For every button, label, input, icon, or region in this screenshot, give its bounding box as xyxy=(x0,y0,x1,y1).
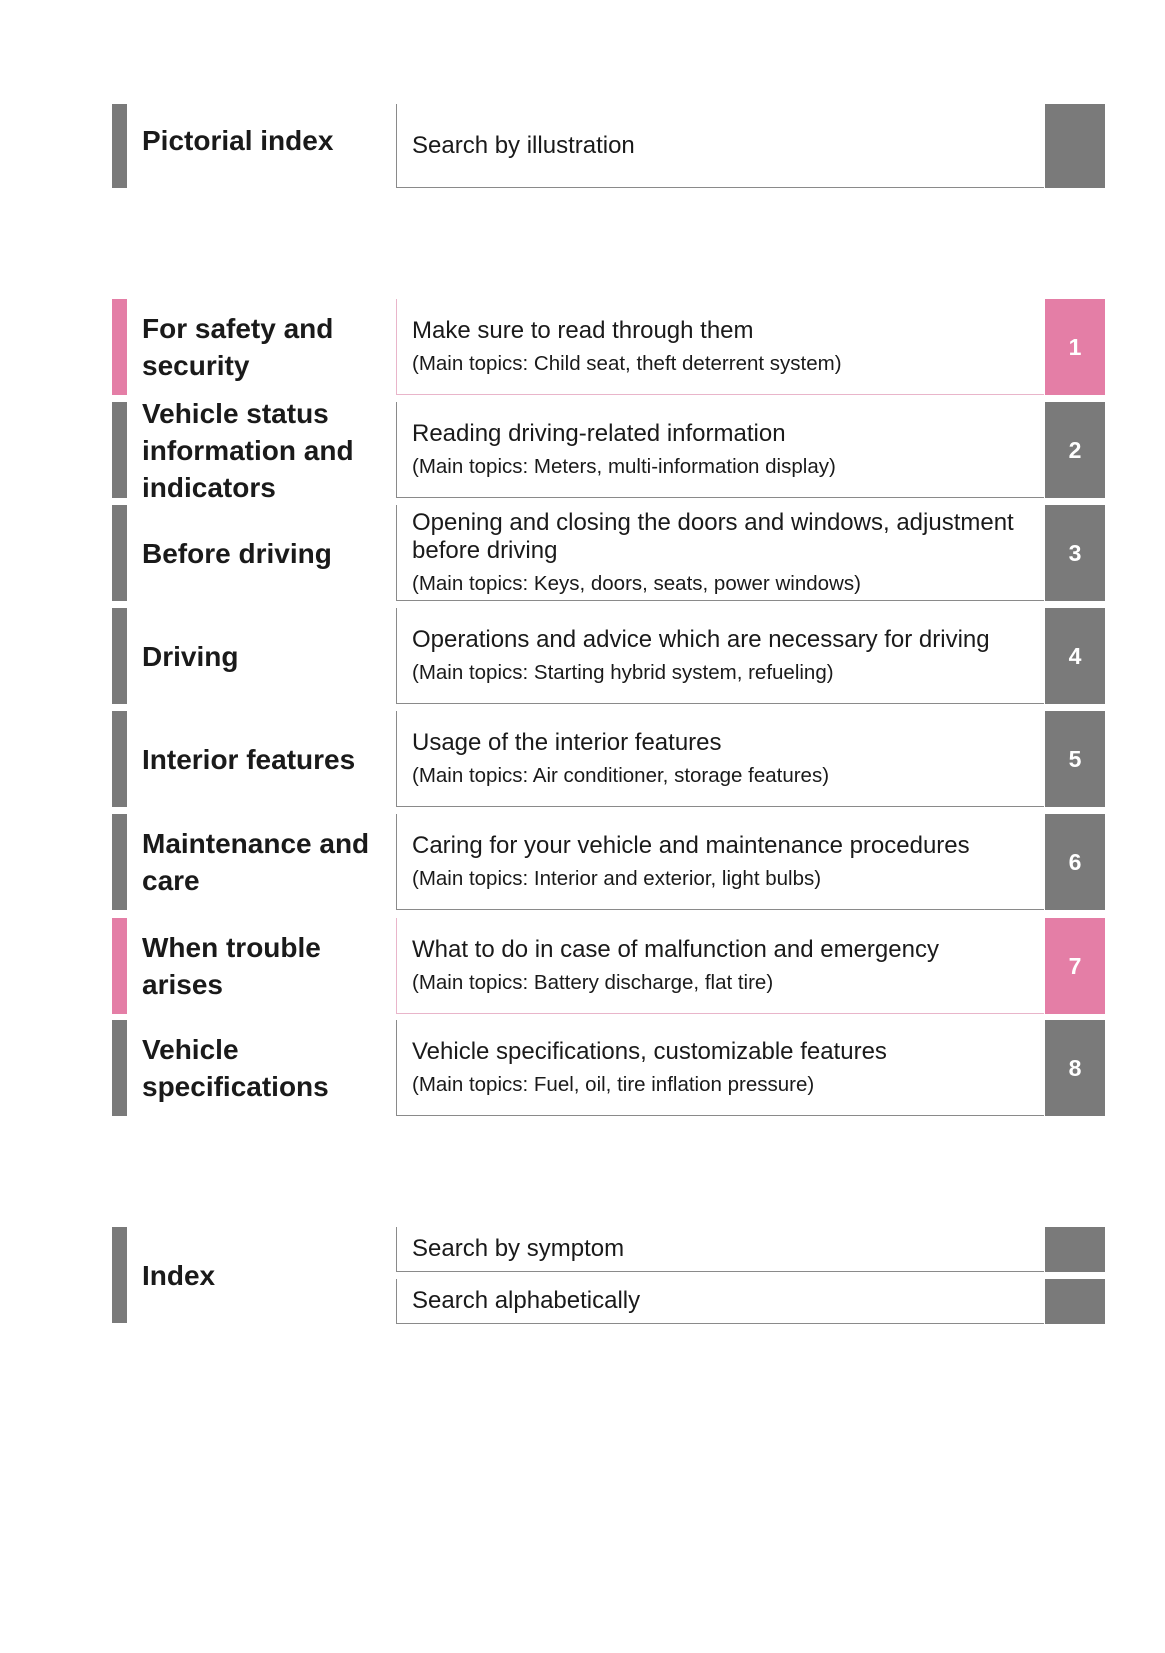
chapter-row-1[interactable]: For safety and security Make sure to rea… xyxy=(112,299,1105,395)
chapter-row-8[interactable]: Vehicle specifications Vehicle specifica… xyxy=(112,1020,1105,1116)
chapter-tab[interactable]: 6 xyxy=(1045,814,1105,910)
chapter-tab[interactable]: 5 xyxy=(1045,711,1105,807)
chapter-title: Maintenance and care xyxy=(142,828,370,896)
section-color-bar xyxy=(112,1020,127,1116)
chapter-topics: (Main topics: Meters, multi-information … xyxy=(412,454,836,478)
chapter-description-box: What to do in case of malfunction and em… xyxy=(396,918,1044,1014)
chapter-topics: (Main topics: Child seat, theft deterren… xyxy=(412,351,842,375)
section-title: Pictorial index xyxy=(142,125,334,156)
chapter-row-4[interactable]: Driving Operations and advice which are … xyxy=(112,608,1105,704)
section-color-bar xyxy=(112,505,127,601)
chapter-description: Caring for your vehicle and maintenance … xyxy=(412,831,970,859)
chapter-description-box: Opening and closing the doors and window… xyxy=(396,505,1044,601)
section-color-bar xyxy=(112,918,127,1014)
chapter-topics: (Main topics: Air conditioner, storage f… xyxy=(412,763,830,787)
chapter-tab[interactable]: 7 xyxy=(1045,918,1105,1014)
chapter-row-2[interactable]: Vehicle status information and indicator… xyxy=(112,397,1105,503)
chapter-row-6[interactable]: Maintenance and care Caring for your veh… xyxy=(112,814,1105,910)
chapter-title: When trouble arises xyxy=(142,932,321,1000)
section-description: Search by illustration xyxy=(412,131,635,159)
section-description-box: Search by illustration xyxy=(396,104,1044,188)
chapter-topics: (Main topics: Fuel, oil, tire inflation … xyxy=(412,1072,815,1096)
chapter-title: Before driving xyxy=(142,537,332,569)
index-tab-symptom[interactable] xyxy=(1045,1227,1105,1272)
chapter-description-box: Make sure to read through them (Main top… xyxy=(396,299,1044,395)
chapter-description: Opening and closing the doors and window… xyxy=(412,508,1014,564)
chapter-row-3[interactable]: Before driving Opening and closing the d… xyxy=(112,505,1105,601)
chapter-tab[interactable]: 8 xyxy=(1045,1020,1105,1116)
index-item-symptom[interactable]: Search by symptom xyxy=(396,1227,1044,1272)
chapter-title: Interior features xyxy=(142,743,356,775)
chapter-tab[interactable]: 2 xyxy=(1045,402,1105,498)
chapter-description-box: Operations and advice which are necessar… xyxy=(396,608,1044,704)
pictorial-index-row[interactable]: Pictorial index Search by illustration xyxy=(112,104,1105,188)
chapter-topics: (Main topics: Keys, doors, seats, power … xyxy=(412,571,861,595)
chapter-tab[interactable]: 1 xyxy=(1045,299,1105,395)
chapter-title: Vehicle specifications xyxy=(142,1034,329,1102)
section-color-bar xyxy=(112,814,127,910)
index-tab-alphabetical[interactable] xyxy=(1045,1279,1105,1324)
section-title: Index xyxy=(142,1259,216,1291)
chapter-description: Make sure to read through them xyxy=(412,316,754,344)
chapter-row-7[interactable]: When trouble arises What to do in case o… xyxy=(112,918,1105,1014)
chapter-row-5[interactable]: Interior features Usage of the interior … xyxy=(112,711,1105,807)
chapter-title: Driving xyxy=(142,640,239,672)
chapter-description: Reading driving-related information xyxy=(412,419,786,447)
section-color-bar xyxy=(112,402,127,498)
section-color-bar xyxy=(112,1227,127,1323)
section-color-bar xyxy=(112,711,127,807)
chapter-description-box: Vehicle specifications, customizable fea… xyxy=(396,1020,1044,1116)
chapter-description-box: Caring for your vehicle and maintenance … xyxy=(396,814,1044,910)
chapter-title: Vehicle status information and indicator… xyxy=(142,397,354,503)
section-tab[interactable] xyxy=(1045,104,1105,188)
chapter-description: Vehicle specifications, customizable fea… xyxy=(412,1037,887,1065)
section-color-bar xyxy=(112,299,127,395)
chapter-description-box: Usage of the interior features (Main top… xyxy=(396,711,1044,807)
index-row: Index Search by symptom Search alphabeti… xyxy=(112,1227,1105,1324)
chapter-description: What to do in case of malfunction and em… xyxy=(412,935,939,963)
chapter-tab[interactable]: 4 xyxy=(1045,608,1105,704)
chapter-description: Usage of the interior features xyxy=(412,728,722,756)
section-color-bar xyxy=(112,104,127,188)
chapter-topics: (Main topics: Starting hybrid system, re… xyxy=(412,660,834,684)
chapter-topics: (Main topics: Interior and exterior, lig… xyxy=(412,866,822,890)
chapter-title: For safety and security xyxy=(142,313,334,381)
chapter-description-box: Reading driving-related information (Mai… xyxy=(396,402,1044,498)
chapter-tab[interactable]: 3 xyxy=(1045,505,1105,601)
chapter-description: Operations and advice which are necessar… xyxy=(412,625,990,653)
index-item-alphabetical[interactable]: Search alphabetically xyxy=(396,1279,1044,1324)
section-color-bar xyxy=(112,608,127,704)
chapter-topics: (Main topics: Battery discharge, flat ti… xyxy=(412,970,774,994)
